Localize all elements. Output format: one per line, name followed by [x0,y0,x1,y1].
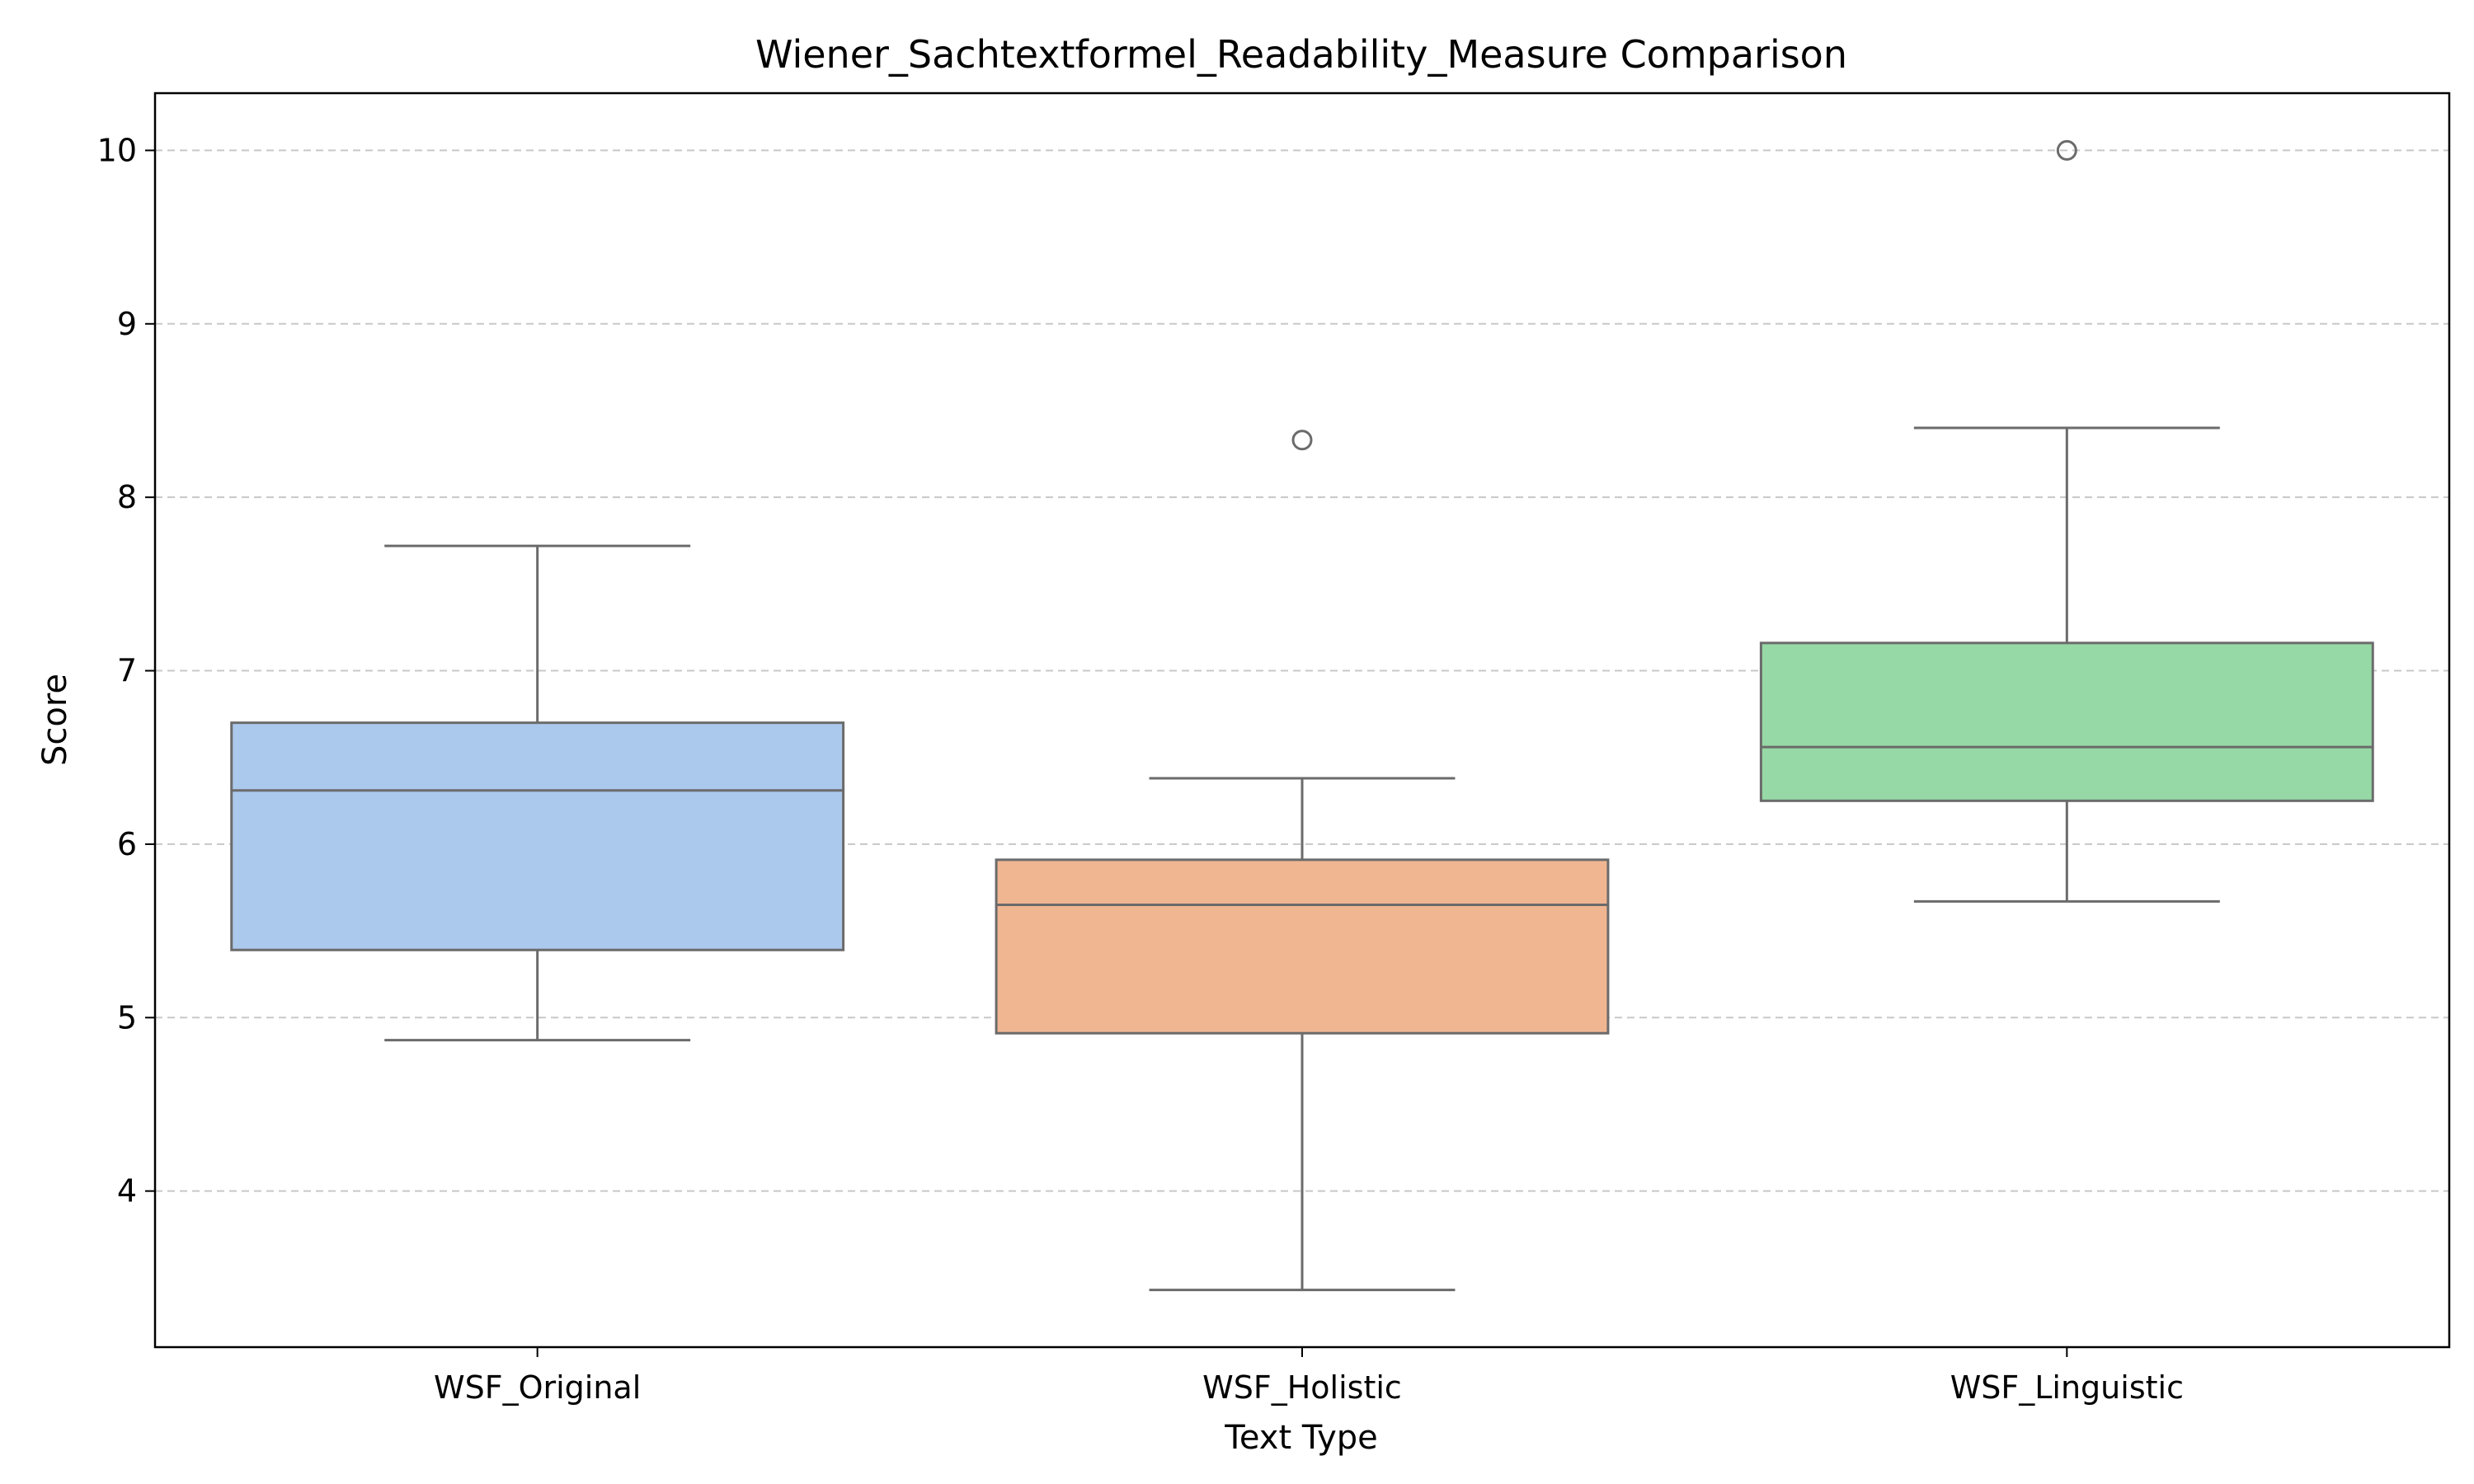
box-WSF_Holistic [995,430,1610,1292]
y-tick-label: 6 [117,826,137,862]
outlier-point [1291,430,1313,451]
iqr-box [995,858,1610,1035]
y-tick-label: 9 [117,306,137,342]
iqr-box [230,721,845,951]
x-tick-label: WSF_Original [434,1369,641,1406]
y-tick-label: 7 [117,653,137,689]
box-WSF_Original [230,544,845,1042]
x-axis-title: Text Type [1224,1419,1378,1457]
y-axis-title: Score [36,674,74,766]
boxes [230,139,2374,1292]
y-tick-label: 5 [117,999,137,1036]
box-WSF_Linguistic [1759,139,2374,903]
y-tick-label: 4 [117,1173,137,1209]
iqr-box [1759,641,2374,802]
x-tick-label: WSF_Holistic [1202,1369,1402,1406]
y-tick-label: 8 [117,479,137,515]
y-axis: 4 5 6 7 8 9 10 [97,132,155,1209]
chart-title: Wiener_Sachtextformel_Readability_Measur… [755,32,1847,77]
x-tick-label: WSF_Linguistic [1950,1369,2184,1406]
y-tick-label: 10 [97,132,137,168]
x-axis: WSF_Original WSF_Holistic WSF_Linguistic [434,1347,2184,1406]
outlier-point [2056,139,2077,161]
